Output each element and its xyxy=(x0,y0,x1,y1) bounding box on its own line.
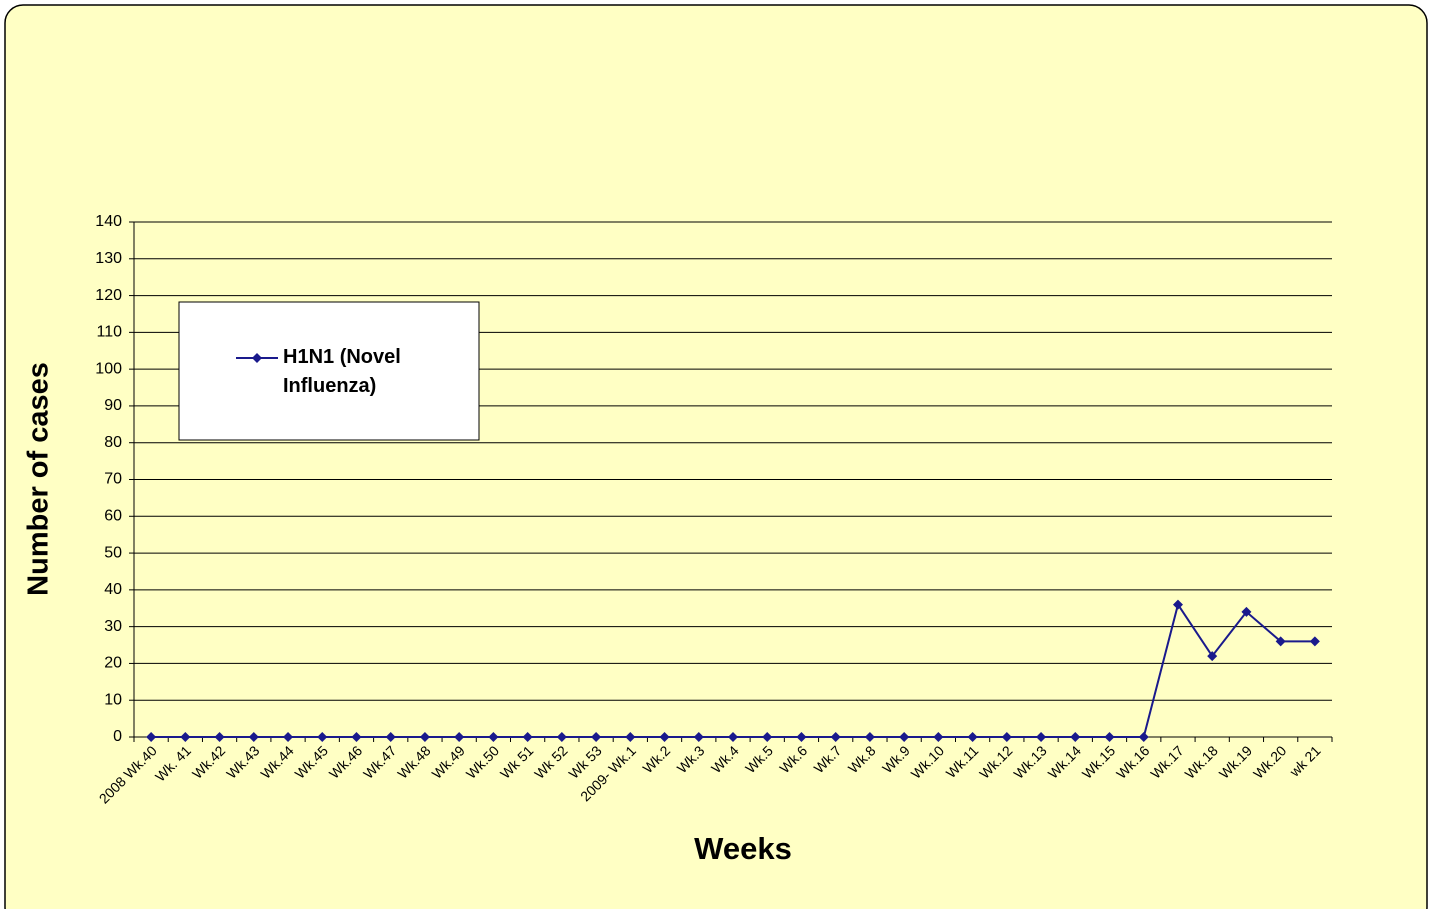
legend-label-line: Influenza) xyxy=(283,375,376,397)
marker xyxy=(933,732,944,742)
marker xyxy=(796,732,807,742)
y-tick-label: 120 xyxy=(95,287,122,304)
y-tick-label: 20 xyxy=(104,655,122,672)
marker xyxy=(899,732,910,742)
marker xyxy=(1070,732,1081,742)
x-axis-title: Weeks xyxy=(694,831,792,866)
marker xyxy=(283,732,294,742)
marker xyxy=(419,732,430,742)
marker xyxy=(522,732,533,742)
legend-marker xyxy=(252,353,262,363)
marker xyxy=(591,732,602,742)
marker xyxy=(248,732,259,742)
y-tick-label: 0 xyxy=(113,728,122,745)
y-tick-label: 70 xyxy=(104,471,122,488)
y-axis-title: Number of cases xyxy=(23,362,55,596)
y-tick-label: 130 xyxy=(95,250,122,267)
marker xyxy=(1309,636,1320,647)
marker xyxy=(693,732,704,742)
marker xyxy=(967,732,978,742)
legend-label: H1N1 (Novel Influenza) xyxy=(283,346,401,397)
y-tick-label: 40 xyxy=(104,581,122,598)
marker xyxy=(385,732,396,742)
y-tick-label: 140 xyxy=(95,213,122,230)
marker xyxy=(659,732,670,742)
y-tick-label: 30 xyxy=(104,618,122,635)
chart-background xyxy=(4,4,1428,909)
marker xyxy=(625,732,636,742)
marker xyxy=(1207,651,1218,662)
marker xyxy=(1241,606,1252,617)
marker xyxy=(1001,732,1012,742)
marker xyxy=(1172,599,1183,610)
y-tick-label: 10 xyxy=(104,691,122,708)
legend-label-line: H1N1 (Novel xyxy=(283,346,401,368)
y-tick-label: 80 xyxy=(104,434,122,451)
marker xyxy=(1036,732,1047,742)
marker xyxy=(180,732,191,742)
y-tick-label: 100 xyxy=(95,360,122,377)
marker xyxy=(317,732,328,742)
marker xyxy=(556,732,567,742)
marker xyxy=(454,732,465,742)
marker xyxy=(1138,732,1149,742)
y-tick-label: 90 xyxy=(104,397,122,414)
y-tick-label: 50 xyxy=(104,544,122,561)
marker xyxy=(1275,636,1286,647)
marker xyxy=(864,732,875,742)
marker xyxy=(214,732,225,742)
y-tick-label: 60 xyxy=(104,508,122,525)
marker xyxy=(146,732,157,742)
marker xyxy=(1104,732,1115,742)
marker xyxy=(762,732,773,742)
marker xyxy=(830,732,841,742)
marker xyxy=(488,732,499,742)
y-tick-label: 110 xyxy=(96,324,122,341)
legend-box xyxy=(178,301,480,441)
marker xyxy=(728,732,738,742)
marker xyxy=(351,732,362,742)
